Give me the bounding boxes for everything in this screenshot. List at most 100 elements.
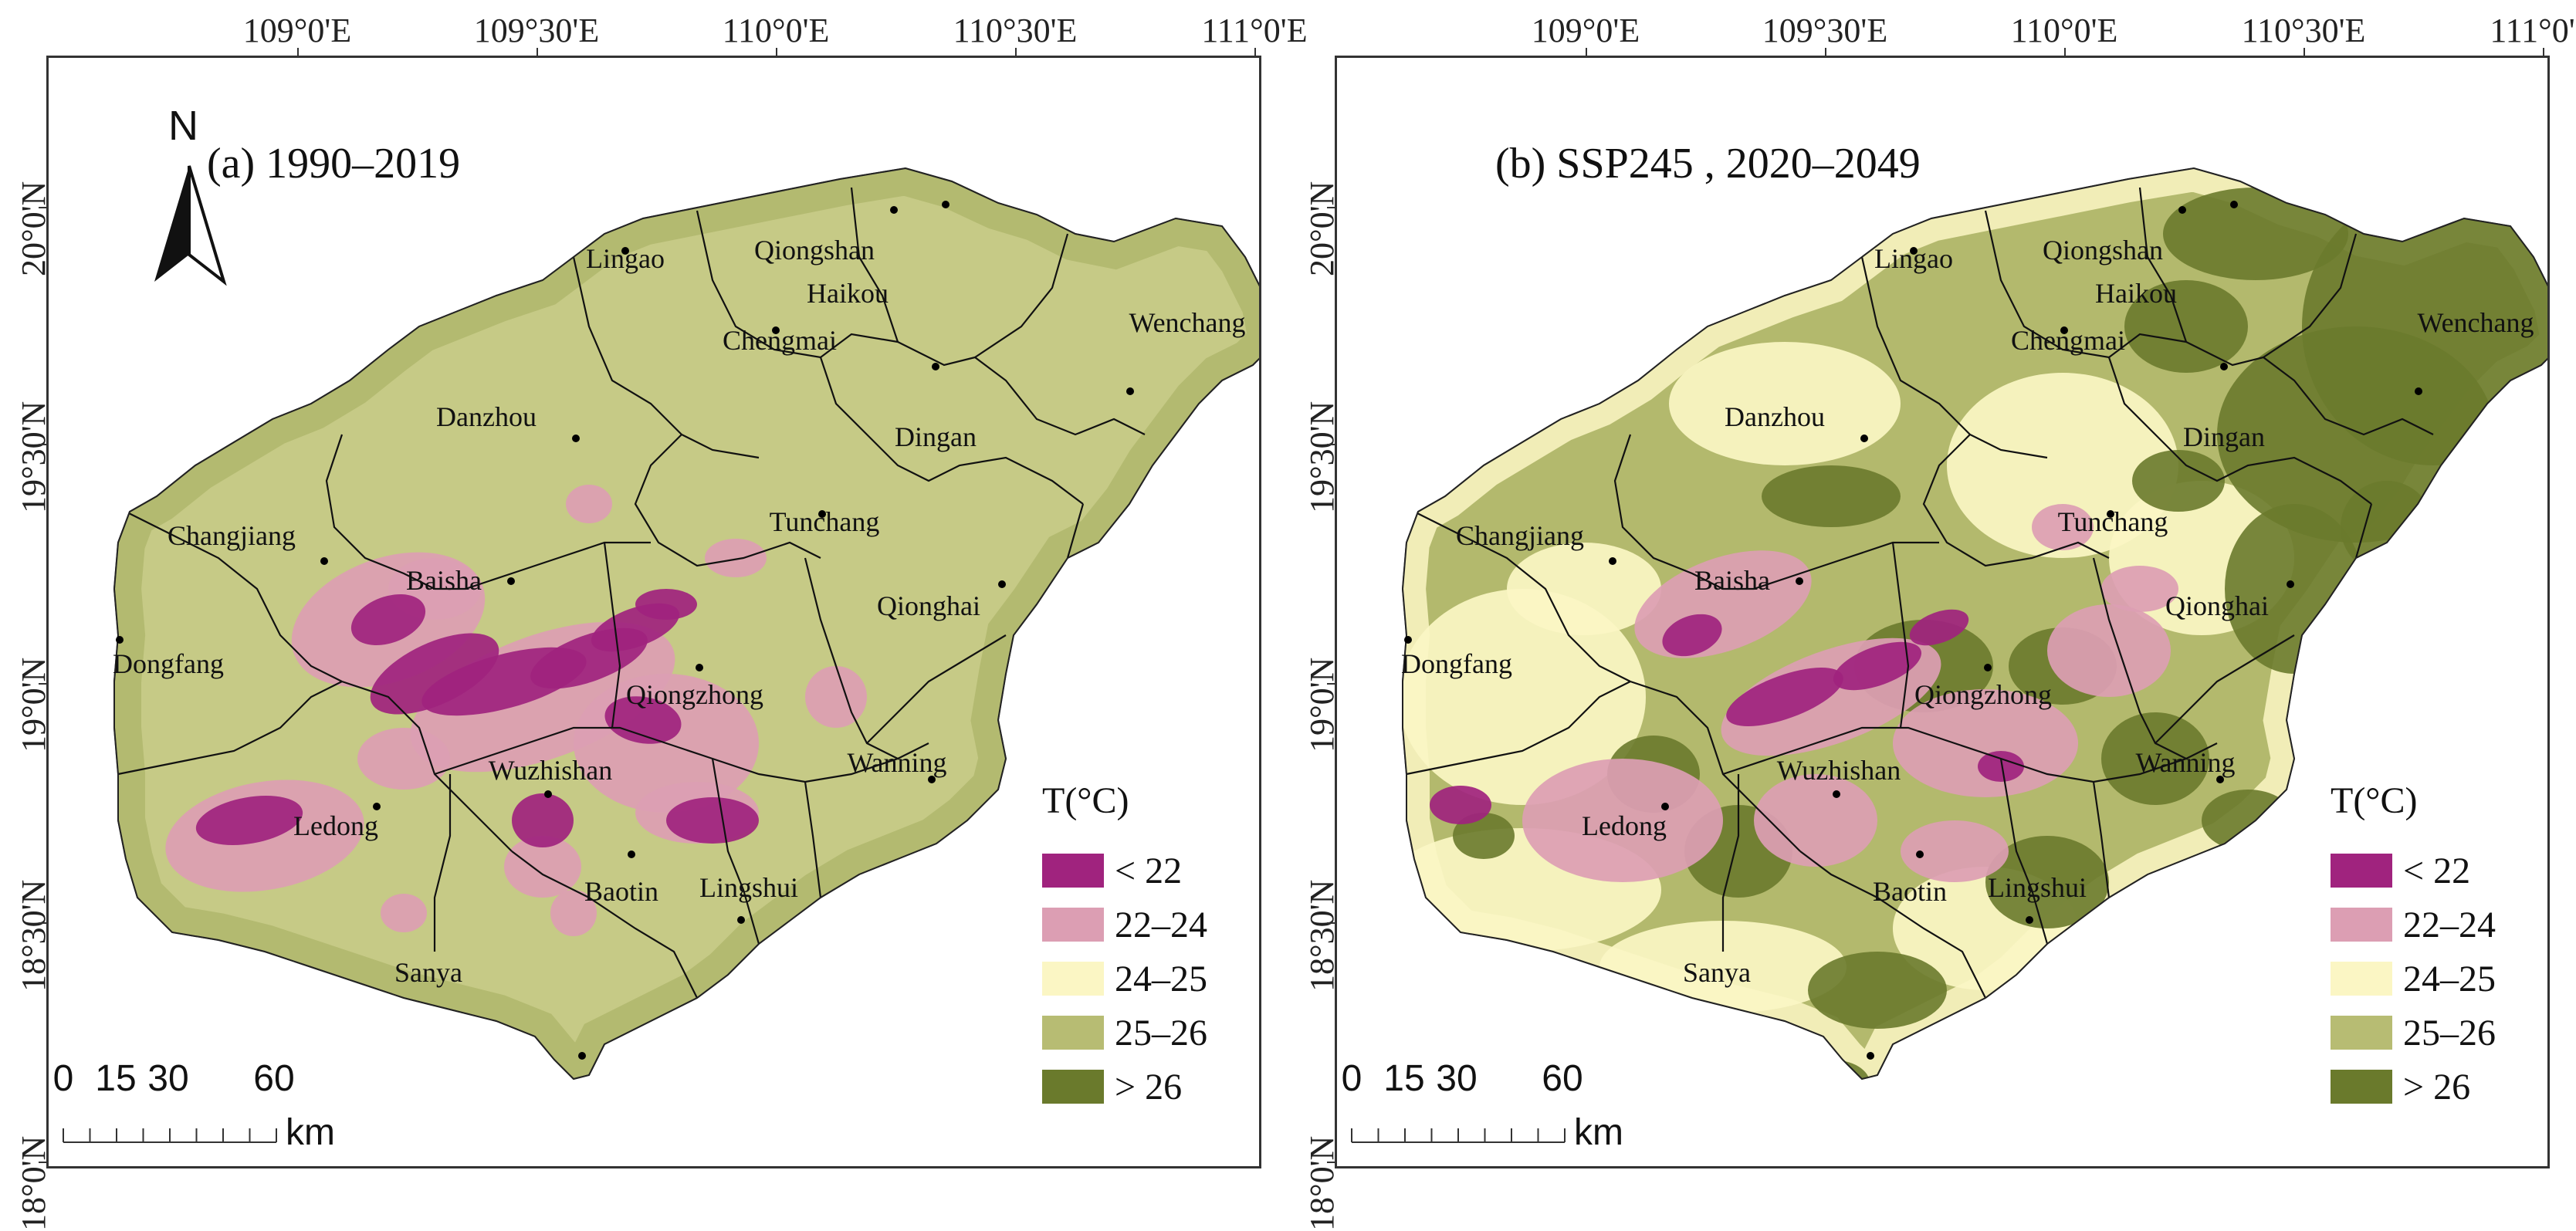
city-label: Dongfang [1401,648,1512,679]
city-label: Wanning [847,747,947,778]
legend-title: T(°C) [2331,780,2418,821]
longitude-tick-mark [1825,48,1826,57]
legend-swatch [2331,908,2392,942]
legend-label: 25–26 [2403,1012,2496,1053]
county-boundary [819,357,1084,505]
city-label: Dingan [895,421,977,452]
county-boundary [804,781,822,898]
county-boundary [850,187,899,343]
temperature-patch [1754,774,1877,867]
legend-item: 24–25 [1042,952,1207,1006]
city-marker [1796,577,1803,585]
panel-title: (b) SSP245 , 2020–2049 [1495,140,1921,188]
temperature-patch [1453,813,1515,859]
city-marker [928,776,936,783]
longitude-tick-mark [2064,48,2066,57]
county-boundary [696,210,899,359]
city-label: Baotin [584,876,658,907]
county-boundary [2155,634,2295,744]
temperature-patch [357,728,450,790]
map-panel-b: 109°0'E 109°30'E 110°0'E 110°30'E 111°0'E 20°… [1288,0,2576,1231]
map-frame [46,56,1261,1168]
temperature-patch [635,589,697,620]
coastline [1401,167,2547,1081]
temperature-patch [1985,836,2109,928]
latitude-tick-mark [39,1162,48,1163]
city-label: Ledong [1582,810,1667,841]
city-marker [1867,1052,1874,1060]
temperature-patch [504,836,581,898]
legend-swatch [1042,1016,1104,1050]
city-label: Qiongzhong [626,679,763,710]
city-label: Baisha [406,565,482,596]
temperature-patch [381,894,427,932]
temperature-map [1401,167,2547,1081]
coastline [113,167,1259,1081]
legend-swatch [1042,854,1104,888]
city-marker [1661,803,1669,810]
legend-label: < 22 [1115,850,1183,891]
city-marker [2220,363,2228,370]
city-marker [507,577,515,585]
latitude-tick-mark [39,683,48,685]
scale-bar-number: 0 [1341,1058,1362,1099]
latitude-tick-label: 19°30'N [1303,401,1341,513]
county-boundary [1999,758,2049,945]
county-boundary [974,233,1069,358]
latitude-tick-mark [1327,922,1336,924]
county-boundary [866,634,1007,744]
county-boundary [634,434,821,567]
temperature-patch [2047,604,2171,697]
city-marker [2415,387,2422,395]
county-boundary [1799,851,1986,999]
latitude-tick-label: 20°0'N [1303,181,1341,276]
city-label: Changjiang [168,520,296,551]
temperature-patch [1430,786,1491,824]
longitude-tick-mark [1254,48,1256,57]
temperature-patch [1507,543,1661,635]
legend-swatch [2331,1070,2392,1104]
legend-swatch [1042,1070,1104,1104]
city-marker [1833,790,1840,798]
city-marker [2216,776,2224,783]
temperature-patch [350,594,426,645]
city-label: Haikou [2095,278,2177,309]
county-boundary [1860,256,2048,459]
county-boundary [1891,542,1910,729]
city-marker [544,790,552,798]
temperature-patch [666,797,759,844]
temperature-patch [1662,614,1722,657]
city-label: Sanya [1683,957,1751,988]
county-boundary [2138,187,2188,343]
city-label: Wanning [2135,747,2236,778]
temperature-patch [805,666,867,728]
temperature-patch [1403,589,1646,805]
scale-bar-number: 60 [253,1058,295,1099]
city-label: Chengmai [2011,325,2125,356]
city-marker [818,510,826,518]
latitude-tick-label: 19°0'N [1303,657,1341,752]
city-marker [2178,206,2186,214]
longitude-tick-mark [537,48,538,57]
temperature-patch [1522,759,1723,882]
county-boundary [2263,233,2358,358]
city-marker [2230,201,2238,208]
legend-label: 22–24 [1115,904,1207,945]
temperature-patch [512,793,574,847]
city-label: Baotin [1873,876,1947,907]
longitude-tick-label: 109°30'E [1762,12,1888,49]
city-label: Qionghai [2165,590,2269,621]
temperature-patch [566,485,612,523]
temperature-patch [2132,450,2225,512]
city-label: Danzhou [1725,401,1825,432]
latitude-tick-label: 19°0'N [15,657,52,752]
county-boundary [1984,210,2187,359]
legend-label: 24–25 [1115,958,1207,999]
latitude-tick-mark [1327,1162,1336,1163]
latitude-tick-label: 18°30'N [15,879,52,992]
city-marker [1916,851,1924,858]
county-boundary [325,434,651,590]
county-boundary [572,256,760,459]
city-marker [890,206,898,214]
